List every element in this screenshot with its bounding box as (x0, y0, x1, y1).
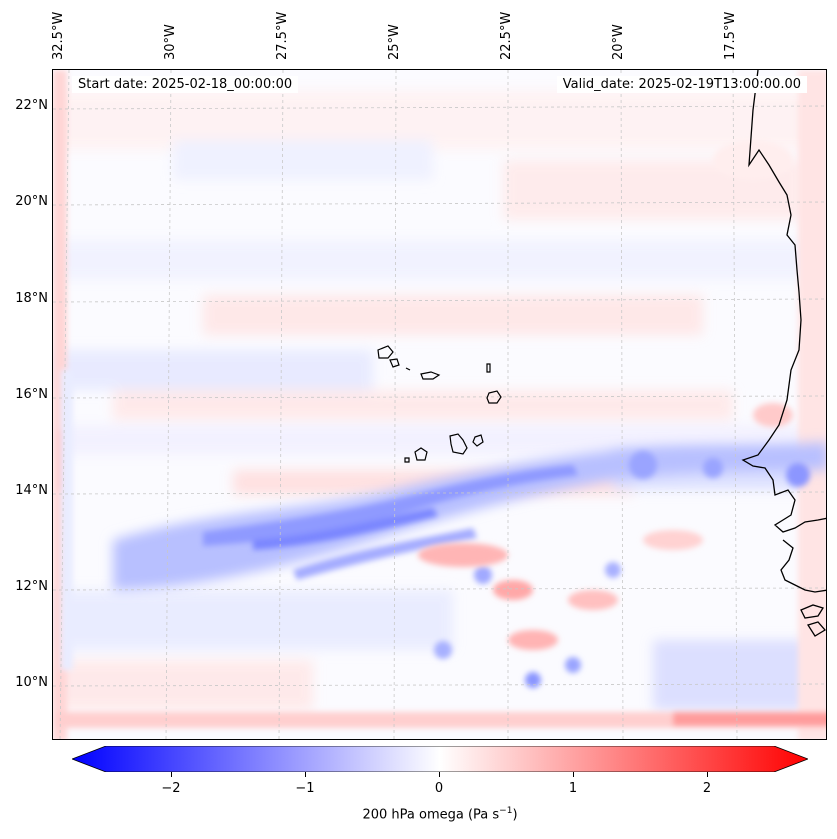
colorbar-tick-m1 (305, 772, 306, 777)
coastline (741, 70, 826, 637)
colorbar-tick-2 (707, 772, 708, 777)
lat-label-10n: 10°N (15, 675, 48, 690)
lon-label-30w: 30°W (163, 24, 178, 60)
lat-label-12n: 12°N (15, 579, 48, 594)
colorbar-label-m2: −2 (161, 781, 181, 796)
lon-label-25w: 25°W (387, 24, 402, 60)
lon-label-20w: 20°W (611, 24, 626, 60)
lon-label-22-5w: 22.5°W (499, 11, 514, 60)
lat-label-20n: 20°N (15, 194, 48, 209)
colorbar-label-m1: −1 (295, 781, 315, 796)
colorbar-label-0: 0 (434, 781, 444, 796)
colorbar-tick-0 (439, 772, 440, 777)
colorbar-label-2: 2 (702, 781, 712, 796)
colorbar-tick-1 (573, 772, 574, 777)
colorbar-title: 200 hPa omega (Pa s−1) (362, 806, 518, 823)
lon-label-17-5w: 17.5°W (723, 11, 738, 60)
lon-label-27-5w: 27.5°W (275, 11, 290, 60)
colorbar-label-1: 1 (568, 781, 578, 796)
colorbar-tick-m2 (171, 772, 172, 777)
lon-label-32-5w: 32.5°W (51, 11, 66, 60)
omega-map (52, 69, 827, 740)
start-date-label: Start date: 2025-02-18_00:00:00 (72, 76, 299, 93)
lat-label-14n: 14°N (15, 483, 48, 498)
cape-verde-islands (377, 345, 502, 463)
valid-date-label: Valid_date: 2025-02-19T13:00:00.00 (556, 76, 807, 93)
omega-colorbar (72, 746, 808, 772)
lat-label-22n: 22°N (15, 98, 48, 113)
lat-label-16n: 16°N (15, 387, 48, 402)
lat-label-18n: 18°N (15, 291, 48, 306)
omega-field (53, 70, 826, 739)
